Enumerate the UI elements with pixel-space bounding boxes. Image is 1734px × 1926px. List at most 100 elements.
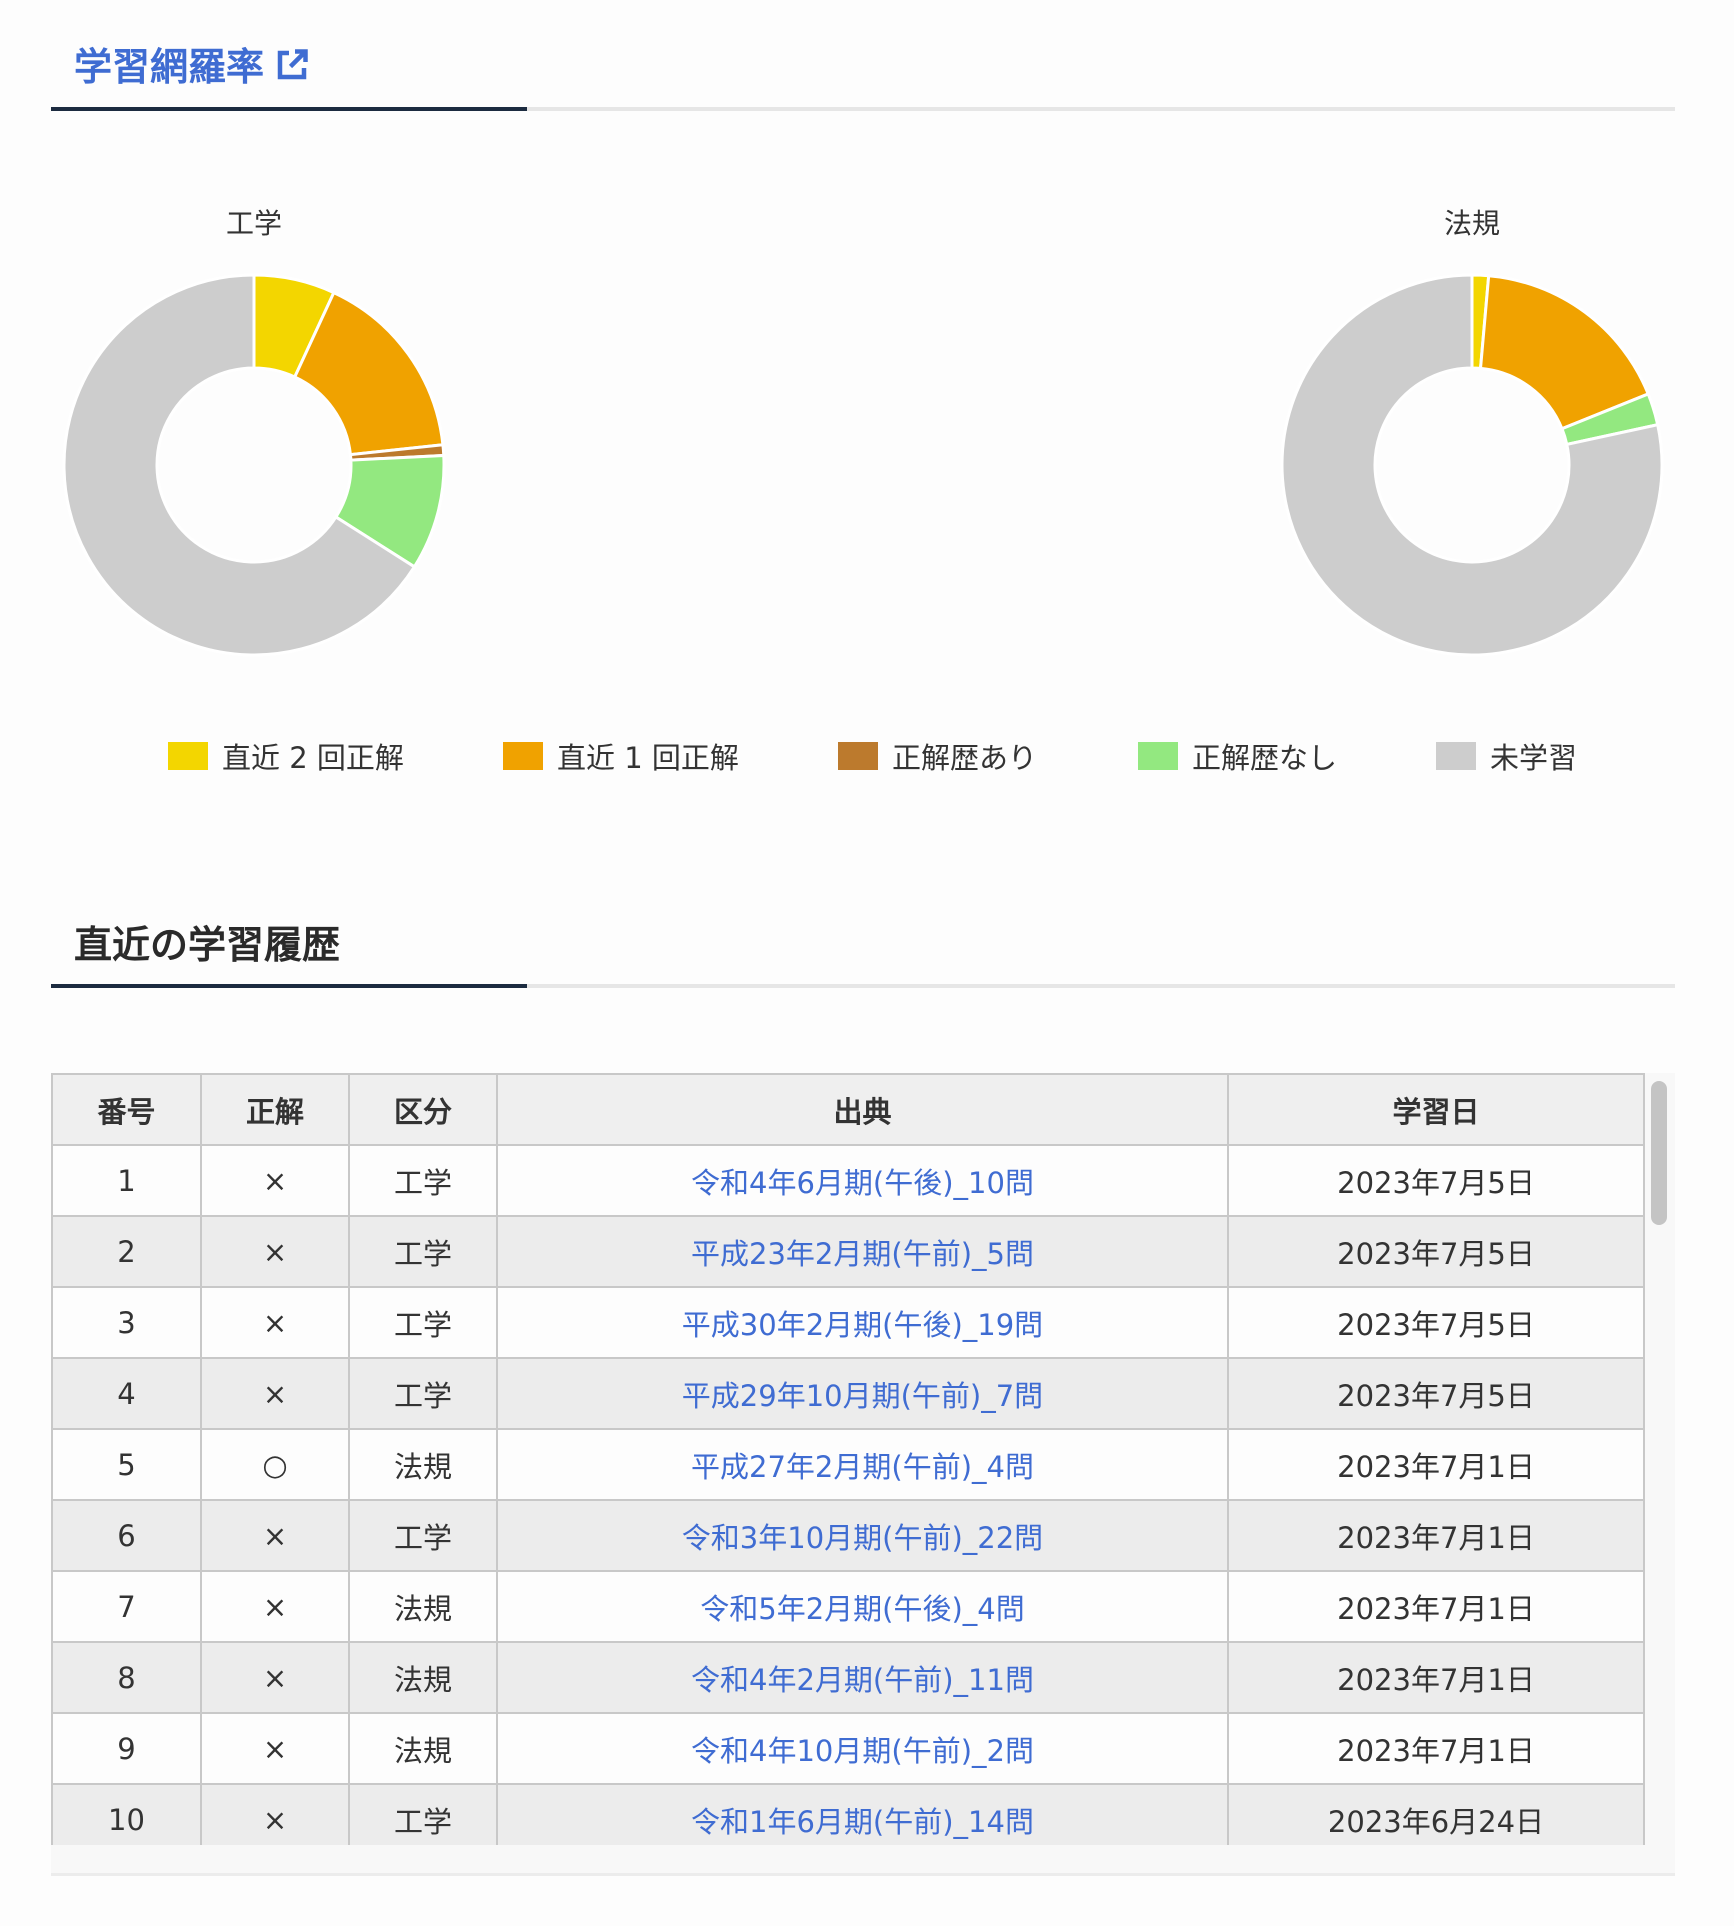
row-date: 2023年7月1日 — [1227, 1499, 1645, 1572]
table-row: 4 × 工学 平成29年10月期(午前)_7問 2023年7月5日 — [51, 1357, 1645, 1430]
history-table: 番号 正解 区分 出典 学習日 1 × 工学 令和4年6月期(午後)_10問 2023年… — [51, 1073, 1645, 1845]
row-category: 工学 — [348, 1499, 498, 1572]
row-category: 工学 — [348, 1144, 498, 1217]
row-source-link[interactable]: 平成30年2月期(午後)_19問 — [496, 1286, 1229, 1359]
row-number: 4 — [51, 1357, 202, 1430]
legend-item[interactable]: 正解歴なし — [1138, 735, 1436, 777]
row-category: 法規 — [348, 1712, 498, 1785]
history-title: 直近の学習履歴 — [74, 923, 341, 967]
table-row: 8 × 法規 令和4年2月期(午前)_11問 2023年7月1日 — [51, 1641, 1645, 1714]
history-table-container: 番号 正解 区分 出典 学習日 1 × 工学 令和4年6月期(午後)_10問 2023年… — [51, 1073, 1675, 1876]
legend-item[interactable]: 未学習 — [1436, 735, 1577, 777]
row-correct: ○ — [200, 1428, 350, 1501]
row-source-link[interactable]: 令和4年10月期(午前)_2問 — [496, 1712, 1229, 1785]
col-number[interactable]: 番号 — [51, 1073, 202, 1146]
donut-slice-1[interactable] — [292, 290, 445, 457]
row-source-link[interactable]: 平成27年2月期(午前)_4問 — [496, 1428, 1229, 1501]
legend-swatch — [1138, 742, 1178, 770]
row-number: 7 — [51, 1570, 202, 1643]
coverage-title: 学習網羅率 — [74, 45, 265, 89]
table-row: 6 × 工学 令和3年10月期(午前)_22問 2023年7月1日 — [51, 1499, 1645, 1572]
donut-slice-4[interactable] — [62, 273, 417, 657]
legend-label: 直近 1 回正解 — [557, 741, 739, 775]
row-number: 1 — [51, 1144, 202, 1217]
col-date[interactable]: 学習日 — [1227, 1073, 1645, 1146]
table-row: 7 × 法規 令和5年2月期(午後)_4問 2023年7月1日 — [51, 1570, 1645, 1643]
row-category: 工学 — [348, 1357, 498, 1430]
row-source-link[interactable]: 令和1年6月期(午前)_14問 — [496, 1783, 1229, 1845]
table-row: 10 × 工学 令和1年6月期(午前)_14問 2023年6月24日 — [51, 1783, 1645, 1845]
external-link-icon — [274, 47, 310, 92]
history-table-scroll[interactable]: 番号 正解 区分 出典 学習日 1 × 工学 令和4年6月期(午後)_10問 2023年… — [51, 1073, 1645, 1845]
table-header-row: 番号 正解 区分 出典 学習日 — [51, 1073, 1645, 1146]
row-correct: × — [200, 1215, 350, 1288]
row-correct: × — [200, 1144, 350, 1217]
legend-item[interactable]: 正解歴あり — [838, 735, 1138, 777]
coverage-underline — [51, 107, 1675, 111]
row-date: 2023年7月5日 — [1227, 1357, 1645, 1430]
row-source-link[interactable]: 令和5年2月期(午後)_4問 — [496, 1570, 1229, 1643]
row-number: 6 — [51, 1499, 202, 1572]
row-source-link[interactable]: 平成29年10月期(午前)_7問 — [496, 1357, 1229, 1430]
row-category: 法規 — [348, 1428, 498, 1501]
row-category: 法規 — [348, 1641, 498, 1714]
row-date: 2023年7月5日 — [1227, 1144, 1645, 1217]
row-date: 2023年7月1日 — [1227, 1570, 1645, 1643]
legend-swatch — [1436, 742, 1476, 770]
row-category: 工学 — [348, 1286, 498, 1359]
row-number: 8 — [51, 1641, 202, 1714]
donut-chart-engineering — [62, 273, 446, 657]
table-row: 1 × 工学 令和4年6月期(午後)_10問 2023年7月5日 — [51, 1144, 1645, 1217]
row-number: 3 — [51, 1286, 202, 1359]
col-category[interactable]: 区分 — [348, 1073, 498, 1146]
legend-swatch — [503, 742, 543, 770]
row-source-link[interactable]: 令和3年10月期(午前)_22問 — [496, 1499, 1229, 1572]
chart-legend: 直近 2 回正解 直近 1 回正解 正解歴あり 正解歴なし 未学習 — [168, 735, 1577, 777]
row-number: 10 — [51, 1783, 202, 1845]
legend-label: 正解歴あり — [892, 741, 1038, 775]
legend-item[interactable]: 直近 1 回正解 — [503, 735, 838, 777]
row-category: 工学 — [348, 1215, 498, 1288]
table-row: 5 ○ 法規 平成27年2月期(午前)_4問 2023年7月1日 — [51, 1428, 1645, 1501]
pie-title-law: 法規 — [1443, 207, 1500, 240]
legend-label: 正解歴なし — [1192, 741, 1338, 775]
row-number: 5 — [51, 1428, 202, 1501]
row-number: 9 — [51, 1712, 202, 1785]
row-date: 2023年7月1日 — [1227, 1428, 1645, 1501]
row-category: 法規 — [348, 1570, 498, 1643]
row-date: 2023年7月1日 — [1227, 1712, 1645, 1785]
row-correct: × — [200, 1499, 350, 1572]
table-scrollbar[interactable] — [1651, 1081, 1667, 1225]
table-row: 3 × 工学 平成30年2月期(午後)_19問 2023年7月5日 — [51, 1286, 1645, 1359]
row-source-link[interactable]: 平成23年2月期(午前)_5問 — [496, 1215, 1229, 1288]
col-correct[interactable]: 正解 — [200, 1073, 350, 1146]
table-row: 9 × 法規 令和4年10月期(午前)_2問 2023年7月1日 — [51, 1712, 1645, 1785]
row-correct: × — [200, 1712, 350, 1785]
row-source-link[interactable]: 令和4年6月期(午後)_10問 — [496, 1144, 1229, 1217]
table-row: 2 × 工学 平成23年2月期(午前)_5問 2023年7月5日 — [51, 1215, 1645, 1288]
row-number: 2 — [51, 1215, 202, 1288]
legend-item[interactable]: 直近 2 回正解 — [168, 735, 503, 777]
coverage-title-link[interactable]: 学習網羅率 — [74, 36, 310, 92]
row-date: 2023年6月24日 — [1227, 1783, 1645, 1845]
row-category: 工学 — [348, 1783, 498, 1845]
row-date: 2023年7月5日 — [1227, 1215, 1645, 1288]
legend-label: 未学習 — [1490, 741, 1578, 775]
row-source-link[interactable]: 令和4年2月期(午前)_11問 — [496, 1641, 1229, 1714]
row-date: 2023年7月1日 — [1227, 1641, 1645, 1714]
legend-swatch — [168, 742, 208, 770]
row-correct: × — [200, 1570, 350, 1643]
donut-slice-4[interactable] — [1280, 273, 1664, 657]
donut-chart-law — [1280, 273, 1664, 657]
pie-title-engineering: 工学 — [225, 207, 282, 240]
donut-slice-1[interactable] — [1478, 274, 1651, 431]
col-source[interactable]: 出典 — [496, 1073, 1229, 1146]
legend-swatch — [838, 742, 878, 770]
row-date: 2023年7月5日 — [1227, 1286, 1645, 1359]
history-underline — [51, 984, 1675, 988]
row-correct: × — [200, 1641, 350, 1714]
row-correct: × — [200, 1357, 350, 1430]
row-correct: × — [200, 1783, 350, 1845]
row-correct: × — [200, 1286, 350, 1359]
legend-label: 直近 2 回正解 — [222, 741, 404, 775]
